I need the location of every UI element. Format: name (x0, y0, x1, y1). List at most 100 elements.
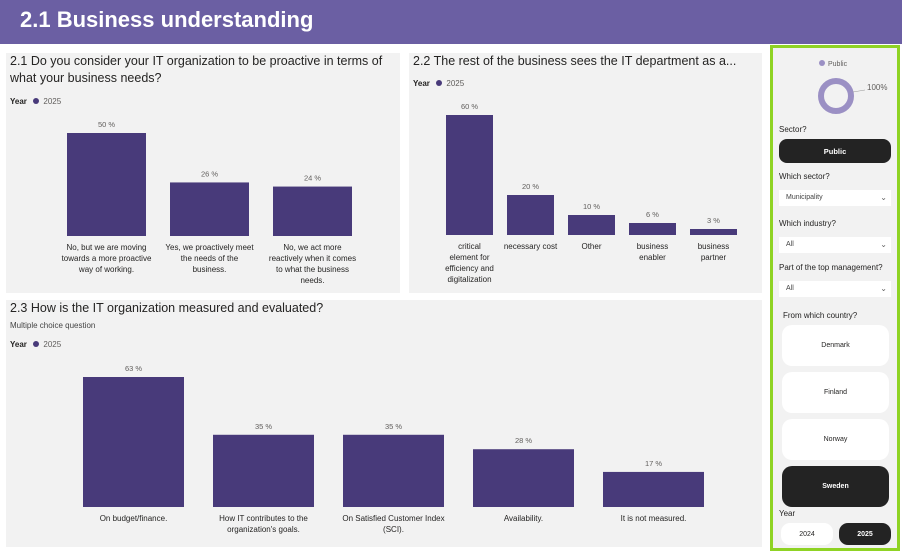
legend-dot-icon (33, 98, 40, 104)
chart-subtitle: Multiple choice question (10, 321, 96, 330)
category-label: towards a more proactive (62, 254, 152, 263)
category-label: business. (193, 265, 227, 274)
category-label: element for (449, 253, 489, 262)
bar[interactable] (507, 195, 554, 235)
category-label: (SCI). (383, 525, 404, 534)
donut-value-label: 100% (867, 83, 887, 92)
category-label: On Satisfied Customer Index (342, 514, 444, 523)
data-label: 10 % (583, 202, 600, 211)
chevron-down-icon: ⌄ (880, 193, 887, 202)
data-label: 35 % (255, 422, 272, 431)
category-label: way of working. (78, 265, 134, 274)
which-industry-label: Which industry? (779, 219, 836, 228)
category-label: Yes, we proactively meet (165, 243, 254, 252)
which-sector-dropdown[interactable]: Municipality ⌄ (779, 190, 891, 206)
sector-label: Sector? (779, 125, 807, 134)
bar[interactable] (603, 471, 704, 507)
category-label: Other (581, 242, 601, 251)
category-label: No, we act more (283, 243, 342, 252)
data-label: 60 % (461, 102, 478, 111)
category-label: reactively when it comes (269, 254, 356, 263)
bar[interactable] (213, 434, 314, 507)
country-label: From which country? (783, 311, 858, 320)
country-norway-button[interactable]: Norway (782, 419, 889, 460)
bar[interactable] (629, 223, 676, 235)
legend-dot-icon (33, 341, 40, 347)
year-2025-button[interactable]: 2025 (839, 523, 891, 545)
donut-legend-label: Public (828, 61, 848, 68)
data-label: 35 % (385, 422, 402, 431)
bar[interactable] (170, 182, 249, 236)
category-label: necessary cost (504, 242, 558, 251)
category-label: to what the business (276, 265, 349, 274)
chart-legend: Year 2025 (10, 97, 61, 106)
bar[interactable] (273, 186, 352, 236)
bar[interactable] (83, 377, 184, 507)
year-2024-button[interactable]: 2024 (781, 523, 833, 545)
top-management-dropdown[interactable]: All ⌄ (779, 281, 891, 297)
legend-series: 2025 (43, 340, 62, 349)
which-sector-label: Which sector? (779, 172, 830, 181)
data-label: 24 % (304, 174, 321, 183)
data-label: 26 % (201, 169, 218, 178)
bar-chart-measured: 63 % On budget/finance. 35 % How IT contrib… (83, 364, 704, 534)
page-title: 2.1 Business understanding (20, 7, 314, 32)
chart-panel-it-seen-as[interactable]: 2.2 The rest of the business sees the IT… (409, 53, 762, 293)
data-label: 6 % (646, 210, 659, 219)
chart-panel-proactive[interactable]: 2.1 Do you consider your IT organization… (6, 53, 400, 293)
chart-legend: Year 2025 (413, 79, 464, 88)
legend-dot-icon (819, 60, 825, 66)
sector-donut-chart: Public 100% (818, 60, 887, 114)
data-label: 63 % (125, 364, 142, 373)
legend-series: 2025 (43, 97, 62, 106)
bar[interactable] (690, 229, 737, 235)
country-finland-button[interactable]: Finland (782, 372, 889, 413)
chart-legend: Year 2025 (10, 340, 61, 349)
country-sweden-button[interactable]: Sweden (782, 466, 889, 507)
data-label: 50 % (98, 120, 115, 129)
top-management-label: Part of the top management? (779, 263, 883, 272)
donut-ring (818, 78, 854, 114)
which-industry-dropdown[interactable]: All ⌄ (779, 237, 891, 253)
chart-title: 2.1 Do you consider your IT organization… (10, 54, 383, 85)
bar[interactable] (473, 449, 574, 507)
bar-chart-it-seen-as: 60 % critical element for efficiency and dig… (445, 102, 737, 284)
chart-title: 2.3 How is the IT organization measured … (10, 301, 324, 315)
category-label: critical (458, 242, 481, 251)
category-label: No, but we are moving (66, 243, 146, 252)
category-label: Availability. (504, 514, 543, 523)
chart-title: 2.2 The rest of the business sees the IT… (413, 54, 737, 68)
bar-chart-proactive: 50 % No, but we are moving towards a more … (62, 120, 356, 285)
bar[interactable] (67, 133, 146, 236)
category-label: How IT contributes to the (219, 514, 308, 523)
bar[interactable] (343, 434, 444, 507)
page-header: 2.1 Business understanding (0, 0, 902, 44)
category-label: enabler (639, 253, 666, 262)
category-label: business (698, 242, 730, 251)
legend-series: 2025 (446, 79, 465, 88)
dropdown-value: All (786, 241, 794, 248)
sector-public-button[interactable]: Public (779, 139, 891, 163)
donut-leader-line (852, 89, 866, 93)
legend-title: Year (10, 97, 27, 106)
data-label: 20 % (522, 182, 539, 191)
category-label: organization's goals. (227, 525, 300, 534)
legend-title: Year (10, 340, 27, 349)
data-label: 17 % (645, 459, 662, 468)
chevron-down-icon: ⌄ (880, 284, 887, 293)
dropdown-value: All (786, 285, 794, 292)
bar[interactable] (568, 215, 615, 235)
country-denmark-button[interactable]: Denmark (782, 325, 889, 366)
data-label: 3 % (707, 216, 720, 225)
chevron-down-icon: ⌄ (880, 240, 887, 249)
bar[interactable] (446, 115, 493, 235)
year-label: Year (779, 509, 796, 518)
category-label: efficiency and (445, 264, 494, 273)
legend-title: Year (413, 79, 430, 88)
category-label: partner (701, 253, 727, 262)
dropdown-value: Municipality (786, 194, 823, 201)
category-label: business (637, 242, 669, 251)
category-label: It is not measured. (621, 514, 687, 523)
category-label: On budget/finance. (100, 514, 168, 523)
chart-panel-measured[interactable]: 2.3 How is the IT organization measured … (6, 300, 762, 547)
